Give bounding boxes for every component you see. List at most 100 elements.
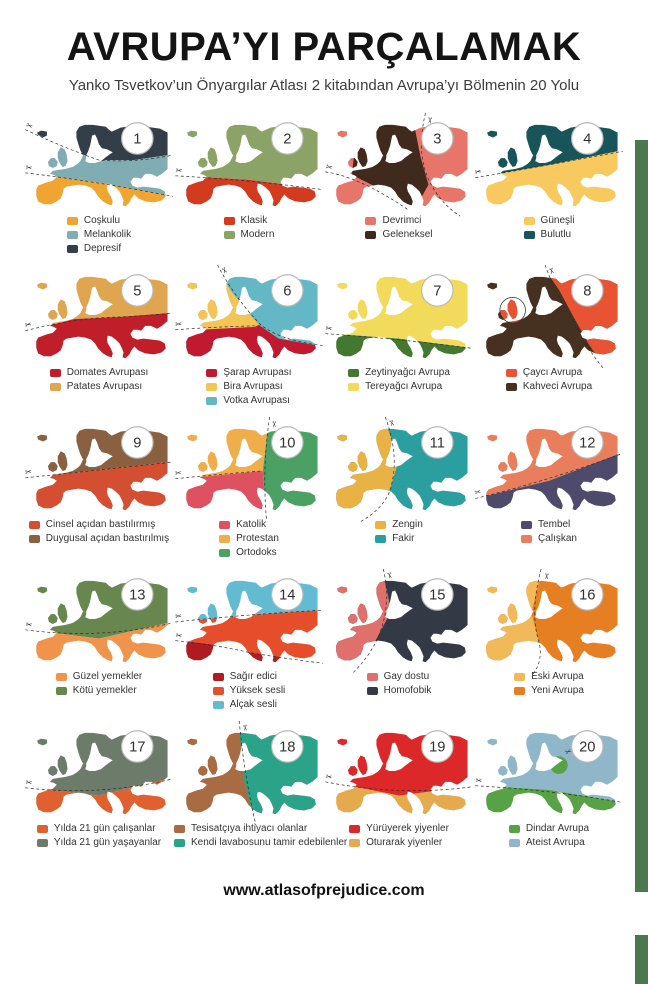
map-number: 12 [579, 435, 595, 451]
legend-label: Şarap Avrupası [223, 367, 292, 378]
legend-item: Votka Avrupası [206, 394, 291, 408]
map-legend: Şarap Avrupası Bira Avrupası Votka Avrupas… [206, 366, 292, 408]
map-tile-2: ✂ 2 Klasik Modern [174, 110, 324, 262]
legend-item: Homofobik [366, 684, 432, 698]
map-zone [186, 470, 267, 511]
europe-map: ✂ ✂ 14 [175, 578, 323, 664]
legend-item: Güzel yemekler [55, 670, 143, 684]
map-tile-7: ✂ 7 Zeytinyağcı Avrupa Tereyağcı Avrupa [324, 262, 474, 414]
legend-swatch [206, 397, 218, 405]
map-zone [486, 785, 618, 815]
map-number-badge [571, 730, 604, 763]
scissors-icon: ✂ [175, 612, 183, 621]
legend-item: Çalışkan [521, 532, 577, 546]
legend-swatch [36, 825, 48, 833]
legend-swatch [348, 383, 360, 391]
legend-item: Fakir [375, 532, 423, 546]
europe-map: ✂8 [486, 264, 618, 370]
scissors-icon: ✂ [240, 724, 250, 732]
legend-item: Güneşli [523, 214, 574, 228]
map-number: 10 [279, 435, 295, 451]
legend-swatch [523, 217, 535, 225]
map-number-badge [271, 426, 304, 459]
legend-swatch [223, 217, 235, 225]
cut-line [475, 785, 623, 803]
cut-line [325, 171, 410, 211]
map-zone [336, 428, 399, 511]
legend-label: Çalışkan [538, 533, 577, 544]
map-tile-13: ✂ 13 Güzel yemekler Kötü yemekler [24, 566, 174, 718]
europe-map: ✂ ✂ 1 [24, 120, 173, 207]
legend-item: Yüksek sesli [212, 684, 285, 698]
legend-label: Bulutlu [540, 229, 572, 240]
map-number-badge [571, 122, 604, 155]
scissors-icon: ✂ [384, 571, 394, 580]
legend-item: Sağır edici [212, 670, 286, 684]
legend-label: Yürüyerek yiyenler [366, 823, 449, 834]
map-legend: Tesisatçıya ihtiyacı olanlar Kendi lavabo… [174, 822, 347, 850]
legend-label: Tembel [538, 519, 571, 530]
legend-label: Modern [240, 229, 275, 240]
legend-swatch [36, 839, 48, 847]
legend-swatch [505, 369, 517, 377]
legend-label: Protestan [236, 533, 279, 544]
map-legend: Devrimci Geleneksel [365, 214, 433, 242]
europe-map: ✂ ✂ 20 [475, 730, 623, 815]
legend-item: Yeni Avrupa [514, 684, 584, 698]
legend-label: Yılda 21 gün yaşayanlar [53, 837, 162, 848]
scissors-icon: ✂ [24, 467, 32, 477]
scissors-icon: ✂ [425, 117, 435, 125]
cut-line [175, 640, 323, 664]
page-subtitle: Yanko Tsvetkov’un Önyargılar Atlası 2 ki… [68, 77, 580, 94]
legend-swatch [28, 521, 40, 529]
map-number-badge [271, 730, 304, 763]
highlight-circle-outline [499, 296, 526, 324]
legend-label: Tereyağcı Avrupa [365, 381, 443, 392]
footer-url: www.atlasofprejudice.com [223, 882, 425, 899]
legend-label: Güzel yemekler [72, 671, 143, 682]
map-legend: Dindar Avrupa Ateist Avrupa [508, 822, 590, 850]
legend-label: Depresif [83, 243, 122, 254]
legend-swatch [206, 383, 218, 391]
map-number: 11 [430, 435, 445, 451]
legend-swatch [349, 825, 361, 833]
legend-label: Bira Avrupası [223, 381, 283, 392]
legend-swatch [55, 687, 67, 695]
legend-swatch [523, 231, 535, 239]
legend-label: Ortodoks [236, 547, 277, 558]
map-legend: Cinsel açıdan bastılırmış Duygusal açıdan… [28, 518, 169, 546]
map-number-badge [271, 274, 304, 307]
map-number-badge [421, 122, 454, 155]
legend-item: Ortodoks [219, 546, 279, 560]
map-tile-12: ✂ 12 Tembel Çalışkan [474, 414, 624, 566]
legend-swatch [55, 673, 67, 681]
legend-label: Eski Avrupa [531, 671, 584, 682]
legend-label: Zengin [392, 519, 423, 530]
legend-label: Gay dostu [383, 671, 430, 682]
legend-label: Yeni Avrupa [531, 685, 584, 696]
legend-label: Dindar Avrupa [525, 823, 590, 834]
scissors-icon: ✂ [25, 620, 33, 630]
europe-map: ✂9 [24, 426, 173, 511]
scissors-icon: ✂ [325, 162, 334, 173]
legend-swatch [375, 535, 387, 543]
map-number: 19 [429, 739, 445, 755]
legend-label: Melankolik [83, 229, 132, 240]
map-legend: Gay dostu Homofobik [366, 670, 432, 698]
legend-swatch [212, 701, 224, 709]
legend-item: Bira Avrupası [206, 380, 291, 394]
map-tile-1: ✂ ✂ 1 Coşkulu Melankolik Depresif [24, 110, 174, 262]
legend-label: Katolik [236, 519, 267, 530]
scissors-icon: ✂ [175, 631, 183, 641]
europe-map: ✂ ✂ 3 [325, 112, 468, 217]
map-zone [186, 428, 269, 479]
legend-label: Homofobik [383, 685, 432, 696]
europe-map: ✂✂10 [175, 416, 318, 522]
map-number-badge [120, 122, 154, 155]
legend-swatch [521, 535, 533, 543]
scissors-icon: ✂ [175, 320, 182, 329]
europe-map: ✂ 15 [336, 568, 468, 675]
legend-swatch [28, 535, 40, 543]
legend-label: Geleneksel [382, 229, 433, 240]
cut-line [475, 452, 623, 499]
